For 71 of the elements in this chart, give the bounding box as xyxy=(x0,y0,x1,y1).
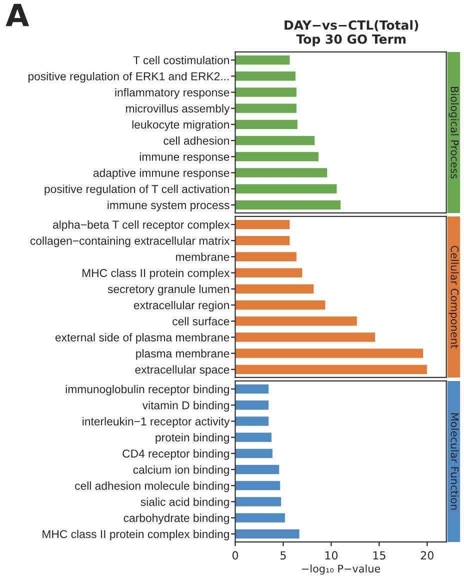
y-tick-label: microvillus assembly xyxy=(126,104,230,115)
bar xyxy=(235,512,286,523)
bar xyxy=(235,135,316,146)
bar xyxy=(235,200,342,210)
y-tick-label: collagen−containing extracellular matrix xyxy=(30,236,230,248)
bar xyxy=(235,54,290,66)
y-tick-label: vitamin D binding xyxy=(142,400,229,412)
bar xyxy=(235,119,298,130)
bar xyxy=(235,184,338,194)
bar xyxy=(235,416,270,426)
y-tick-label: calcium ion binding xyxy=(133,465,229,476)
y-tick-label: plasma membrane xyxy=(136,349,230,360)
bar xyxy=(235,480,281,491)
y-tick-label: MHC class II protein complex xyxy=(82,268,230,280)
bar xyxy=(235,268,303,278)
x-axis-title: −log₁₀ P−value xyxy=(302,564,380,575)
text: Biological Process xyxy=(448,86,459,178)
y-tick-label: CD4 receptor binding xyxy=(122,449,229,460)
x-tick-label: 10 xyxy=(325,551,338,560)
y-tick-label: MHC class II protein complex binding xyxy=(42,530,229,540)
y-tick-label: immune response xyxy=(140,152,230,164)
bar xyxy=(235,332,376,342)
bar xyxy=(235,284,314,294)
bar xyxy=(235,236,290,246)
bar xyxy=(235,71,296,82)
bar xyxy=(235,168,328,178)
bar xyxy=(235,432,272,442)
y-tick-label: inflammatory response xyxy=(115,88,230,99)
bar xyxy=(235,252,297,262)
text: A xyxy=(6,4,30,26)
y-tick-label: immunoglobulin receptor binding xyxy=(66,384,229,396)
y-tick-label: membrane xyxy=(176,252,230,261)
y-tick-label: interleukin−1 receptor activity xyxy=(82,417,230,428)
y-tick-label: protein binding xyxy=(156,433,229,444)
y-tick-label: cell surface xyxy=(172,316,230,326)
y-tick-label: cell adhesion molecule binding xyxy=(75,481,229,492)
x-tick-label: 15 xyxy=(373,551,386,560)
bar xyxy=(235,87,297,98)
y-tick-label: T cell costimulation xyxy=(133,56,229,64)
y-tick-label: positive regulation of T cell activation xyxy=(44,184,229,196)
y-tick-label: cell adhesion xyxy=(164,136,229,145)
text: Molecular Function xyxy=(450,413,459,510)
bar xyxy=(235,384,270,394)
y-tick-label: secretory granule lumen xyxy=(108,284,229,296)
bar xyxy=(235,219,290,230)
bar xyxy=(235,496,282,507)
y-tick-label: carbohydrate binding xyxy=(124,514,229,524)
bar xyxy=(235,528,300,539)
x-tick-label: 0 xyxy=(232,551,238,560)
text: Cellular Component xyxy=(448,246,459,348)
y-tick-label: external side of plasma membrane xyxy=(55,333,230,344)
y-tick-label: sialic acid binding xyxy=(140,498,229,508)
y-tick-label: alpha−beta T cell receptor complex xyxy=(53,220,230,232)
bar xyxy=(235,300,326,310)
y-tick-label: adaptive immune response xyxy=(93,168,230,180)
bar xyxy=(235,103,297,114)
bar xyxy=(235,464,280,475)
y-tick-label: leukocyte migration xyxy=(132,120,229,131)
y-tick-label: positive regulation of ERK1 and ERK2... xyxy=(28,72,229,83)
bar xyxy=(235,448,273,458)
bar xyxy=(235,364,428,374)
bar xyxy=(235,348,424,358)
x-tick-label: 5 xyxy=(280,551,286,560)
y-tick-label: immune system process xyxy=(108,200,230,212)
bar xyxy=(235,316,358,326)
bar xyxy=(235,400,270,410)
bar xyxy=(235,152,319,162)
y-tick-label: extracellular region xyxy=(134,300,229,312)
x-tick-label: 20 xyxy=(420,551,434,560)
y-tick-label: extracellular space xyxy=(135,365,230,376)
chart-title: DAY−vs−CTL(Total) Top 30 GO Term xyxy=(284,20,418,46)
